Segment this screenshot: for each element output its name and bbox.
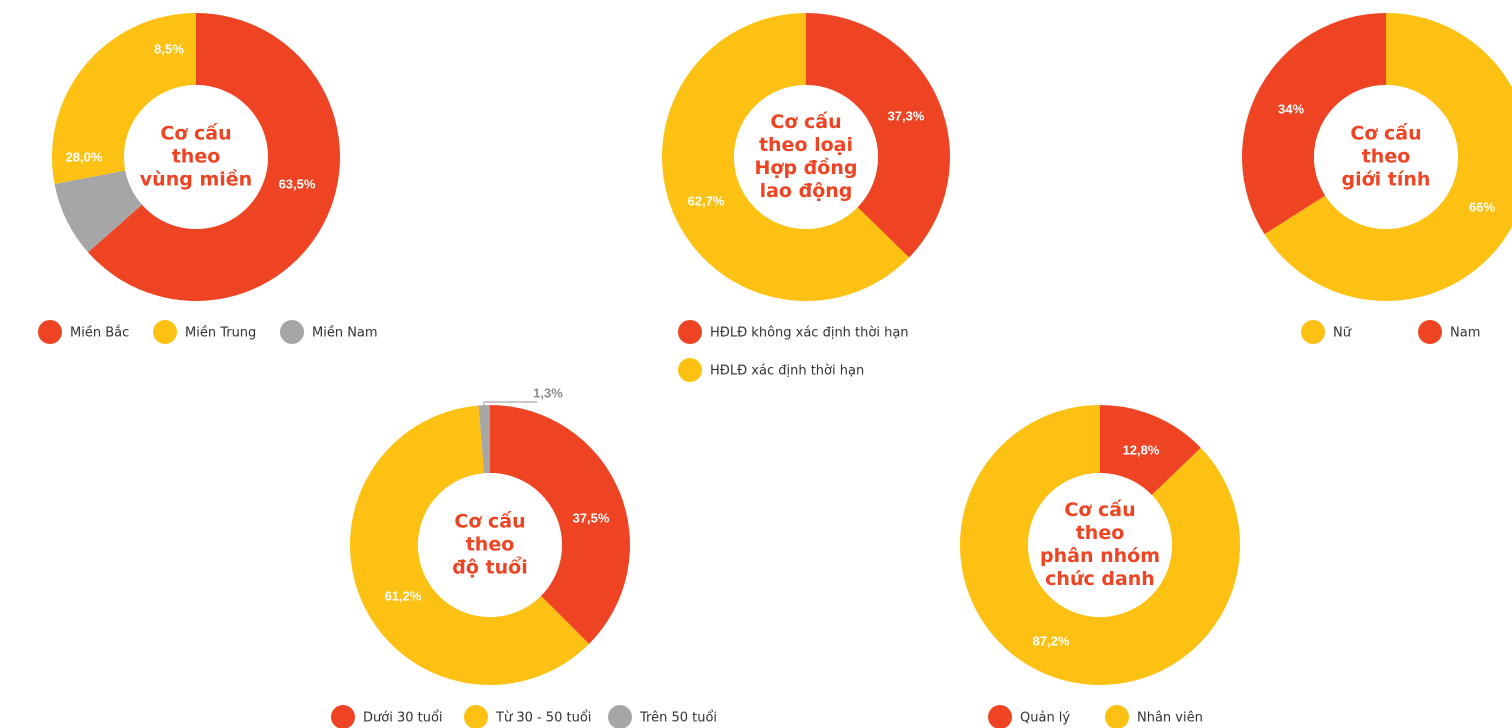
legend-item: Trên 50 tuổi — [608, 705, 717, 728]
legend-swatch — [1418, 320, 1442, 344]
slice-từ-30-50-tuổi — [349, 405, 589, 685]
donut-hole — [124, 85, 268, 229]
chart-title-line: Cơ cấu — [770, 110, 841, 133]
chart-title-line: vùng miền — [140, 168, 252, 191]
slice-miền-bắc — [87, 13, 340, 301]
slice-value-label: 66% — [1469, 199, 1495, 214]
legend-swatch — [464, 705, 488, 728]
chart-title-line: theo — [1076, 522, 1125, 544]
legend-swatch — [988, 705, 1012, 728]
chart-title-line: Cơ cấu — [454, 510, 525, 533]
donut-hole — [418, 473, 562, 617]
donut-hole — [1314, 85, 1458, 229]
legend-swatch — [38, 320, 62, 344]
legend-item: HĐLĐ không xác định thời hạn — [678, 320, 909, 344]
legend-item: Dưới 30 tuổi — [331, 705, 443, 728]
slice-nữ — [1264, 13, 1512, 301]
donut-hole — [1028, 473, 1172, 617]
chart-title-line: giới tính — [1342, 169, 1431, 191]
leader-line — [483, 401, 537, 408]
legend-item: Miền Trung — [153, 320, 256, 344]
slice-value-label: 37,5% — [573, 510, 610, 525]
chart-title-line: độ tuổi — [452, 556, 527, 579]
legend-item: Nữ — [1301, 320, 1352, 344]
legend-item: Quản lý — [988, 705, 1070, 728]
legend-item: Nhân viên — [1105, 705, 1203, 728]
donut-hole — [734, 85, 878, 229]
legend-label: Miền Trung — [185, 326, 256, 341]
legend-item: Từ 30 - 50 tuổi — [464, 705, 591, 728]
chart-title-line: lao động — [760, 180, 853, 202]
legend-label: Miền Nam — [312, 326, 378, 341]
legend-item: Miền Nam — [280, 320, 378, 344]
slice-value-label: 8,5% — [154, 41, 184, 56]
legend-label: Từ 30 - 50 tuổi — [495, 711, 591, 726]
slice-miền-nam — [54, 170, 142, 253]
slice-nam — [1242, 13, 1386, 235]
legend-swatch — [1301, 320, 1325, 344]
legend-label: Quản lý — [1020, 711, 1070, 726]
chart-title-line: Cơ cấu — [1350, 122, 1421, 145]
legend-swatch — [678, 320, 702, 344]
slice-value-label: 61,2% — [385, 588, 422, 603]
slice-value-label: 28,0% — [66, 149, 103, 164]
slice-trên-50-tuổi — [478, 405, 490, 474]
slice-nhân-viên — [959, 405, 1240, 685]
legend-item: HĐLĐ xác định thời hạn — [678, 358, 864, 382]
chart-title-line: chức danh — [1045, 568, 1155, 590]
chart-title-line: theo — [466, 534, 515, 556]
slice-hđlđ-không-xác-định-thời-hạn — [806, 13, 950, 258]
legend-label: Nhân viên — [1137, 711, 1203, 726]
chart-title-line: Hợp đồng — [755, 156, 858, 179]
legend-swatch — [678, 358, 702, 382]
slice-quản-lý — [1100, 405, 1201, 496]
slice-value-label: 63,5% — [279, 176, 316, 191]
legend-item: Nam — [1418, 320, 1480, 344]
legend-item: Miền Bắc — [38, 320, 129, 344]
chart-title-line: phân nhóm — [1040, 545, 1160, 567]
chart-title-line: theo — [1362, 146, 1411, 168]
legend-label: HĐLĐ không xác định thời hạn — [710, 326, 909, 341]
legend-label: Dưới 30 tuổi — [363, 711, 443, 726]
legend-label: HĐLĐ xác định thời hạn — [710, 364, 864, 379]
slice-value-label: 37,3% — [888, 108, 925, 123]
slice-value-label: 12,8% — [1123, 442, 1160, 457]
legend-swatch — [280, 320, 304, 344]
legend-label: Miền Bắc — [70, 326, 129, 341]
legend-swatch — [331, 705, 355, 728]
slice-value-label: 87,2% — [1033, 633, 1070, 648]
slice-value-label: 34% — [1278, 101, 1304, 116]
slice-value-label: 1,3% — [533, 385, 563, 400]
legend-label: Nữ — [1333, 326, 1352, 341]
chart-title-line: theo — [172, 146, 221, 168]
legend-swatch — [1105, 705, 1129, 728]
slice-hđlđ-xác-định-thời-hạn — [662, 13, 910, 301]
legend-swatch — [153, 320, 177, 344]
chart-title-line: theo loại — [759, 134, 853, 156]
chart-title-line: Cơ cấu — [1064, 498, 1135, 521]
slice-dưới-30-tuổi — [490, 405, 630, 644]
legend-label: Nam — [1450, 326, 1480, 341]
legend-label: Trên 50 tuổi — [639, 711, 717, 726]
slice-miền-trung — [51, 13, 196, 184]
chart-title-line: Cơ cấu — [160, 122, 231, 145]
slice-value-label: 62,7% — [688, 193, 725, 208]
legend-swatch — [608, 705, 632, 728]
